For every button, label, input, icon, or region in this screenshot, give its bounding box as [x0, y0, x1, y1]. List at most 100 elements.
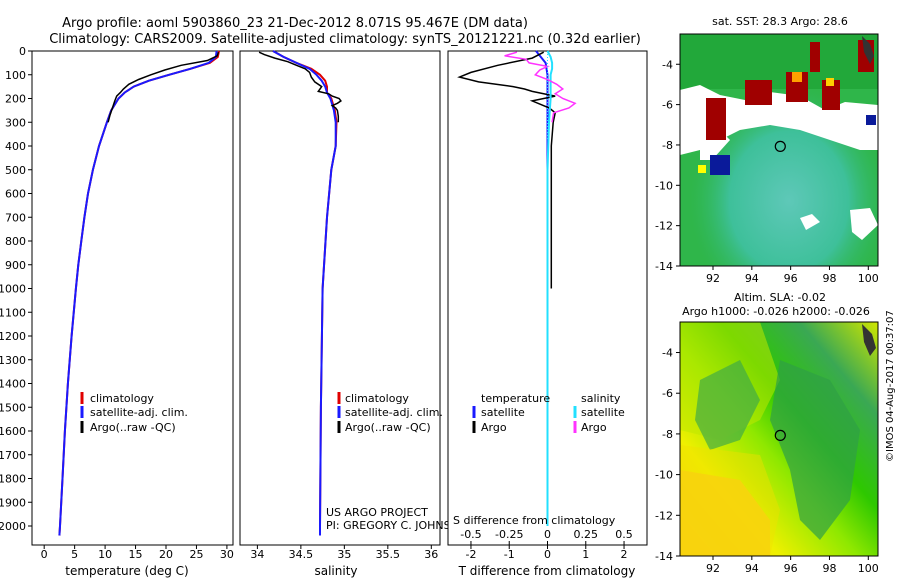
series-salinity-argo — [504, 51, 577, 123]
temperature-legend: climatology satellite-adj. clim. Argo(..… — [80, 392, 188, 434]
x-tick-label: 34.5 — [289, 548, 314, 561]
x-tick-label: 10 — [98, 548, 112, 561]
sst-map-field — [680, 34, 878, 266]
legend-climatology-label: climatology — [345, 392, 409, 405]
lat-tick-label: -8 — [662, 139, 673, 152]
imos-timestamp: ©IMOS 04-Aug-2017 00:37:07 — [885, 310, 896, 462]
temperature-axis: 0 5 10 15 20 25 30 — [41, 545, 234, 561]
legend-temperature-title: temperature — [481, 392, 550, 405]
lat-tick-label: -10 — [655, 179, 673, 192]
depth-tick-label: 1000 — [0, 283, 26, 296]
sla-map-panel: Altim. SLA: -0.02 Argo h1000: -0.026 h20… — [655, 291, 879, 575]
sst-land-coast — [862, 36, 874, 64]
sla-map-subtitle: Argo h1000: -0.026 h2000: -0.026 — [682, 305, 870, 318]
depth-tick-label: 600 — [5, 188, 26, 201]
x-tick-label: 0 — [544, 548, 551, 561]
lon-tick-label: 100 — [858, 272, 879, 285]
x-tick-label: 34 — [250, 548, 264, 561]
depth-tick-label: 400 — [5, 140, 26, 153]
difference-profile-panel: -2 -1 0 1 2 -0.5 -0.25 0 0.25 0.5 S difference f… — [447, 50, 648, 578]
depth-tick-label: 300 — [5, 116, 26, 129]
legend-t-satellite-label: satellite — [481, 406, 525, 419]
depth-tick-label: 200 — [5, 93, 26, 106]
salinity-series — [258, 50, 342, 536]
salinity-xlabel: salinity — [314, 564, 357, 578]
sst-map-frame — [679, 33, 879, 267]
s-tick-label: -0.5 — [460, 528, 481, 541]
depth-tick-label: 1900 — [0, 496, 26, 509]
x-tick-label: -1 — [504, 548, 515, 561]
lat-tick-label: -6 — [662, 387, 673, 400]
sst-north-region — [680, 34, 878, 89]
sst-cloud-mask — [680, 85, 878, 155]
sst-map-axes: 92 94 96 98 100 -4 -6 -8 -10 -12 -14 — [655, 58, 879, 285]
legend-satellite-label: satellite-adj. clim. — [345, 406, 443, 419]
depth-tick-label: 500 — [5, 164, 26, 177]
x-tick-label: 20 — [159, 548, 173, 561]
legend-argo-label: Argo(..raw -QC) — [345, 421, 431, 434]
s-tick-label: -0.25 — [495, 528, 523, 541]
legend-climatology-label: climatology — [90, 392, 154, 405]
lon-tick-label: 98 — [822, 562, 836, 575]
temperature-plot-frame — [31, 50, 234, 546]
sst-map-title: sat. SST: 28.3 Argo: 28.6 — [712, 15, 848, 28]
x-tick-label: 2 — [621, 548, 628, 561]
sla-low-region — [695, 360, 760, 450]
x-tick-label: 36 — [424, 548, 438, 561]
figure-title-line1: Argo profile: aoml 5903860_23 21-Dec-201… — [62, 16, 528, 31]
project-label: US ARGO PROJECT — [326, 506, 428, 519]
lat-tick-label: -10 — [655, 469, 673, 482]
s-tick-label: 0.5 — [615, 528, 633, 541]
depth-tick-label: 1400 — [0, 378, 26, 391]
temperature-xlabel: temperature (deg C) — [65, 564, 188, 578]
depth-tick-label: 1200 — [0, 330, 26, 343]
depth-tick-label: 800 — [5, 235, 26, 248]
depth-axis: 0 100 200 300 400 500 600 700 800 900 1000 1100 1200… — [0, 45, 32, 533]
x-tick-label: 1 — [582, 548, 589, 561]
series-temperature-argo — [457, 51, 557, 289]
lat-tick-label: -4 — [662, 347, 673, 360]
legend-salinity-title: salinity — [581, 392, 621, 405]
depth-tick-label: 1600 — [0, 425, 26, 438]
sla-map-axes: 92 94 96 98 100 -4 -6 -8 -10 -12 -14 — [655, 347, 879, 575]
salinity-axis: 34 34.5 35 35.5 36 — [250, 545, 438, 561]
s-tick-label: 0.25 — [574, 528, 599, 541]
series-satellite-adj-clim- — [58, 50, 218, 536]
x-tick-label: -2 — [465, 548, 476, 561]
difference-legend: temperature satellite Argo salinity sate… — [472, 392, 625, 434]
series-salinity-satellite — [546, 50, 554, 526]
s-difference-label: S difference from climatology — [453, 514, 616, 527]
sla-profile-location-marker — [774, 429, 786, 441]
depth-tick-label: 1700 — [0, 449, 26, 462]
lon-tick-label: 96 — [784, 562, 798, 575]
sla-land-coast — [862, 324, 876, 356]
sst-cold-patch — [710, 155, 730, 175]
t-difference-axis: -2 -1 0 1 2 — [465, 545, 628, 561]
x-tick-label: 35 — [337, 548, 351, 561]
sst-warm-patch — [745, 80, 772, 105]
lon-tick-label: 94 — [745, 562, 759, 575]
sst-map-panel: sat. SST: 28.3 Argo: 28.6 92 94 96 98 100 -4 -… — [655, 15, 879, 285]
s-difference-axis: -0.5 -0.25 0 0.25 0.5 — [460, 528, 633, 545]
temperature-profile-panel: 0100200300400500600700800900100011001200… — [0, 45, 234, 578]
lat-tick-label: -14 — [655, 550, 673, 563]
x-tick-label: 5 — [71, 548, 78, 561]
sla-map-field — [680, 322, 878, 556]
difference-series — [457, 50, 577, 526]
depth-tick-label: 1300 — [0, 354, 26, 367]
lat-tick-label: -14 — [655, 260, 673, 273]
depth-tick-label: 1500 — [0, 401, 26, 414]
legend-argo-label: Argo(..raw -QC) — [90, 421, 176, 434]
sla-high-region — [680, 470, 770, 556]
depth-tick-label: 1100 — [0, 306, 26, 319]
legend-t-argo-label: Argo — [481, 421, 507, 434]
depth-tick-label: 0 — [19, 45, 26, 58]
pi-label: PI: GREGORY C. JOHNSON — [326, 519, 467, 532]
salinity-profile-panel: 34 34.5 35 35.5 36 salinity climatology sate… — [239, 50, 467, 578]
legend-s-satellite-label: satellite — [581, 406, 625, 419]
temperature-series — [58, 50, 220, 536]
sla-map-title: Altim. SLA: -0.02 — [734, 291, 826, 304]
legend-satellite-label: satellite-adj. clim. — [90, 406, 188, 419]
x-tick-label: 15 — [129, 548, 143, 561]
